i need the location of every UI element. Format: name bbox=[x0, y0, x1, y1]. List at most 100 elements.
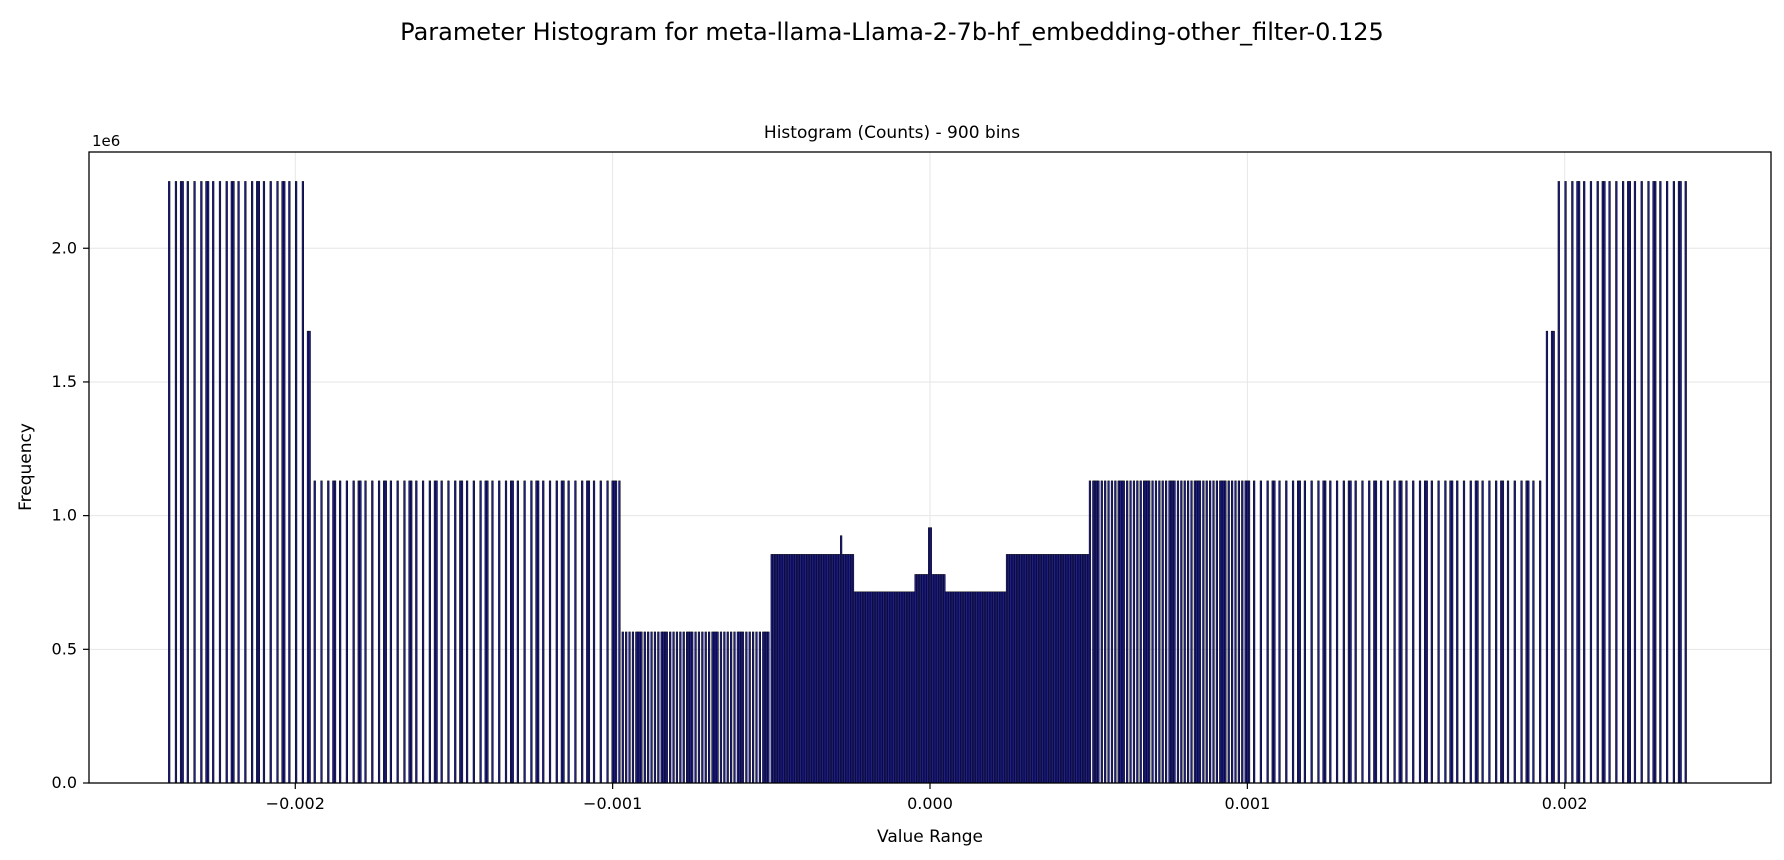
histogram-bar bbox=[1026, 554, 1029, 784]
histogram-bar bbox=[687, 631, 690, 784]
histogram-bar bbox=[1462, 480, 1466, 784]
histogram-bar bbox=[972, 591, 975, 784]
histogram-bar bbox=[807, 554, 811, 784]
histogram-bar bbox=[1031, 554, 1034, 784]
histogram-bar bbox=[906, 591, 909, 784]
histogram-bar bbox=[484, 480, 487, 784]
histogram-bar bbox=[389, 480, 393, 784]
histogram-bar bbox=[479, 480, 482, 784]
histogram-bar bbox=[635, 631, 638, 784]
histogram-bar bbox=[977, 591, 980, 784]
histogram-bar bbox=[919, 574, 922, 784]
histogram-bar bbox=[359, 480, 362, 784]
histogram-bar bbox=[882, 591, 885, 784]
histogram-bar bbox=[1180, 480, 1183, 784]
histogram-bar bbox=[961, 591, 965, 784]
histogram-bar bbox=[1589, 181, 1593, 784]
histogram-bar bbox=[555, 480, 558, 784]
histogram-bar bbox=[537, 480, 540, 784]
histogram-bar bbox=[809, 554, 812, 784]
histogram-bar bbox=[1197, 480, 1200, 784]
histogram-bar bbox=[850, 554, 853, 784]
histogram-bar bbox=[955, 591, 958, 784]
histogram-bar bbox=[745, 631, 748, 784]
histogram-bar bbox=[836, 554, 839, 784]
histogram-bar bbox=[1456, 480, 1459, 784]
histogram-bar bbox=[777, 554, 780, 784]
histogram-bar bbox=[1633, 181, 1637, 784]
chart-title: Histogram (Counts) - 900 bins bbox=[764, 123, 1020, 143]
histogram-bar bbox=[200, 181, 203, 784]
histogram-bar bbox=[853, 591, 856, 784]
histogram-bar bbox=[599, 480, 602, 784]
histogram-bar bbox=[1425, 480, 1428, 784]
histogram-bar bbox=[909, 591, 912, 784]
histogram-bar bbox=[965, 591, 968, 784]
histogram-bar bbox=[1000, 591, 1004, 784]
histogram-bar bbox=[797, 554, 800, 784]
histogram-bar bbox=[491, 480, 494, 784]
histogram-bar bbox=[762, 631, 765, 784]
histogram-bar bbox=[821, 554, 824, 784]
histogram-bar bbox=[1317, 480, 1320, 784]
histogram-bar bbox=[1672, 181, 1675, 784]
histogram-bar bbox=[1010, 554, 1014, 784]
histogram-bar bbox=[567, 480, 570, 784]
histogram-bar bbox=[339, 480, 342, 784]
histogram-bar bbox=[1143, 480, 1146, 784]
histogram-bar bbox=[313, 480, 316, 784]
histogram-bar bbox=[1173, 480, 1176, 784]
histogram-bar bbox=[1679, 181, 1682, 784]
histogram-bar bbox=[1253, 480, 1256, 784]
histogram-bar bbox=[980, 591, 983, 784]
y-tick-label: 1.0 bbox=[52, 506, 77, 525]
histogram-bar bbox=[421, 480, 425, 784]
histogram-bar bbox=[1077, 554, 1080, 784]
histogram-bar bbox=[1005, 554, 1009, 784]
histogram-bar bbox=[968, 591, 971, 784]
histogram-bar bbox=[912, 591, 916, 784]
histogram-bar bbox=[1058, 554, 1061, 784]
histogram-bar bbox=[812, 554, 816, 784]
histogram-bar bbox=[1151, 480, 1154, 784]
histogram-bar bbox=[1342, 480, 1345, 784]
histogram-bar bbox=[924, 574, 927, 784]
histogram-bar bbox=[664, 631, 667, 784]
histogram-bar bbox=[1055, 554, 1058, 784]
histogram-bar bbox=[1578, 181, 1581, 784]
histogram-bar bbox=[862, 591, 865, 784]
histogram-bar bbox=[878, 591, 882, 784]
histogram-bar bbox=[1038, 554, 1041, 784]
histogram-bar bbox=[613, 480, 616, 784]
histogram-bar bbox=[509, 480, 513, 784]
histogram-bar bbox=[916, 574, 919, 784]
histogram-bar bbox=[831, 554, 834, 784]
histogram-bar bbox=[1628, 181, 1631, 784]
histogram-bar bbox=[1647, 181, 1650, 784]
histogram-bar bbox=[846, 554, 849, 784]
histogram-bar bbox=[207, 181, 210, 784]
histogram-bar bbox=[1237, 480, 1240, 784]
histogram-bar bbox=[1564, 181, 1567, 784]
histogram-bar bbox=[621, 631, 624, 784]
histogram-bar bbox=[332, 480, 335, 784]
histogram-bar bbox=[1379, 480, 1383, 784]
histogram-bar bbox=[562, 480, 565, 784]
histogram-bar bbox=[1615, 181, 1618, 784]
histogram-bar bbox=[1285, 480, 1288, 784]
histogram-bar bbox=[1266, 480, 1269, 784]
histogram-bar bbox=[498, 480, 501, 784]
histogram-bar bbox=[978, 591, 982, 784]
histogram-bar bbox=[1080, 554, 1083, 784]
histogram-bar bbox=[785, 554, 789, 784]
histogram-bar bbox=[1148, 480, 1151, 784]
histogram-bar bbox=[650, 631, 653, 784]
histogram-bar bbox=[1165, 480, 1168, 784]
histogram-bar bbox=[790, 554, 794, 784]
histogram-bar bbox=[689, 631, 692, 784]
x-tick-label: 0.000 bbox=[907, 794, 953, 813]
histogram-bar bbox=[1398, 480, 1401, 784]
histogram-bar bbox=[1129, 480, 1132, 784]
histogram-bar bbox=[1539, 480, 1542, 784]
